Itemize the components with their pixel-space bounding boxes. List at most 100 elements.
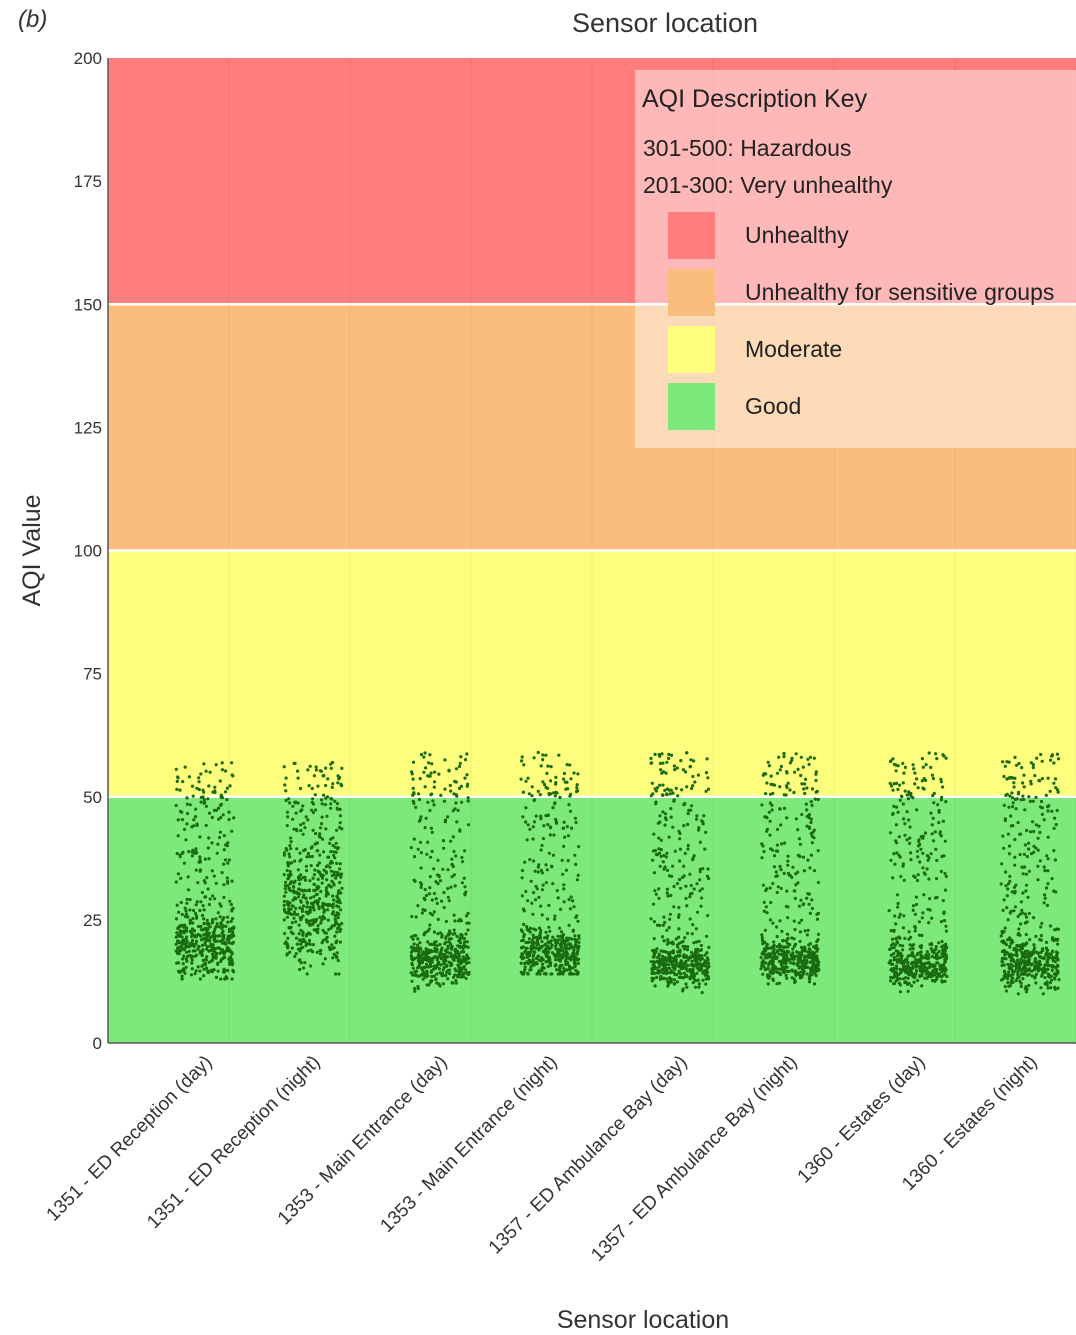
data-point — [446, 947, 450, 951]
data-point — [214, 917, 218, 921]
data-point — [288, 901, 292, 905]
data-point — [207, 902, 211, 907]
data-point — [700, 819, 704, 823]
data-point — [905, 838, 909, 842]
data-point — [1002, 774, 1006, 779]
data-point — [282, 903, 286, 908]
data-point — [318, 915, 322, 919]
data-point — [785, 816, 789, 820]
data-point — [668, 917, 672, 921]
data-point — [902, 771, 906, 775]
data-point — [207, 784, 211, 788]
data-point — [1006, 882, 1011, 886]
data-point — [331, 782, 335, 786]
data-point — [777, 952, 781, 956]
data-point — [781, 958, 785, 962]
data-point — [427, 956, 431, 960]
data-point — [769, 900, 773, 905]
data-point — [1011, 796, 1015, 800]
data-point — [329, 766, 333, 770]
data-point — [803, 954, 807, 958]
data-point — [292, 890, 296, 894]
data-point — [190, 931, 194, 935]
data-point — [556, 941, 560, 945]
data-point — [216, 911, 220, 915]
data-point — [903, 833, 907, 837]
data-point — [768, 969, 772, 973]
data-point — [1024, 889, 1028, 893]
data-point — [1032, 844, 1036, 848]
data-point — [798, 965, 802, 969]
data-point — [444, 959, 448, 963]
data-point — [527, 792, 532, 796]
data-point — [1036, 864, 1040, 868]
data-point — [185, 822, 189, 826]
data-point — [650, 968, 654, 972]
data-point — [809, 955, 813, 959]
data-point — [555, 889, 559, 893]
data-point — [807, 980, 812, 984]
data-point — [563, 835, 567, 839]
data-point — [437, 982, 441, 986]
data-point — [811, 830, 815, 835]
data-point — [419, 885, 423, 890]
data-point — [185, 802, 189, 806]
data-point — [449, 839, 453, 843]
data-point — [210, 970, 214, 974]
data-point — [306, 768, 310, 772]
data-point — [427, 761, 431, 765]
data-point — [695, 910, 700, 914]
data-point — [180, 935, 184, 939]
data-point — [1050, 968, 1054, 973]
data-point — [936, 956, 941, 960]
data-point — [441, 839, 446, 843]
data-point — [793, 942, 798, 946]
data-point — [191, 794, 195, 798]
data-point — [183, 906, 187, 910]
data-point — [908, 825, 912, 829]
data-point — [1040, 921, 1044, 926]
data-point — [213, 785, 217, 789]
data-point — [563, 780, 567, 784]
data-point — [448, 783, 452, 788]
data-point — [194, 953, 199, 957]
data-point — [925, 867, 929, 871]
data-point — [214, 881, 218, 886]
data-point — [449, 789, 453, 793]
data-point — [289, 907, 293, 911]
data-point — [672, 978, 677, 982]
data-point — [913, 771, 917, 775]
data-point — [529, 879, 533, 883]
data-point — [458, 938, 462, 942]
data-point — [912, 767, 916, 771]
data-point — [465, 773, 469, 777]
data-point — [196, 965, 200, 969]
data-point — [776, 885, 780, 889]
data-point — [321, 928, 325, 933]
data-point — [777, 981, 782, 985]
data-point — [532, 859, 536, 863]
data-point — [816, 932, 821, 937]
data-point — [307, 942, 311, 946]
data-point — [774, 849, 779, 853]
data-point — [323, 803, 328, 807]
data-point — [794, 817, 799, 821]
data-point — [423, 751, 427, 755]
data-point — [1026, 973, 1030, 977]
data-point — [576, 873, 580, 878]
data-point — [336, 913, 340, 917]
data-point — [798, 842, 803, 846]
data-point — [288, 926, 292, 930]
data-point — [1005, 951, 1009, 955]
data-point — [441, 867, 445, 871]
data-point — [568, 907, 573, 911]
data-point — [207, 931, 211, 935]
data-point — [338, 872, 342, 876]
data-point — [180, 974, 184, 978]
data-point — [659, 848, 663, 852]
data-point — [523, 961, 527, 966]
data-point — [304, 864, 308, 868]
data-point — [897, 915, 901, 919]
data-point — [1023, 843, 1027, 847]
data-point — [282, 918, 286, 922]
